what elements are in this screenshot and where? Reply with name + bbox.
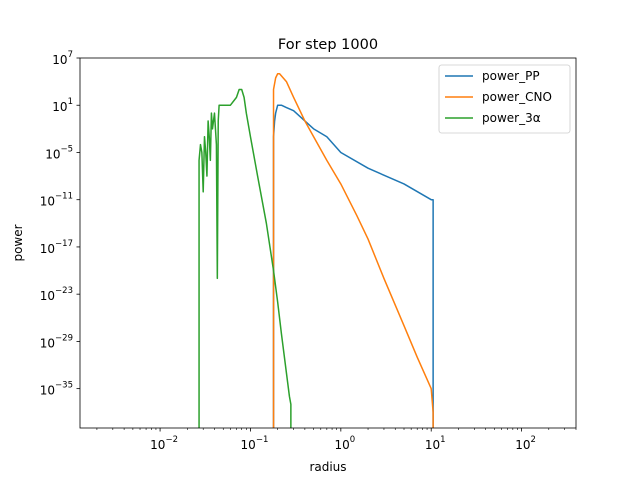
y-tick-label: 10−17 <box>40 239 73 256</box>
legend-label-2: power_3α <box>482 111 541 125</box>
y-tick-label: 10−5 <box>45 144 73 161</box>
plot-frame <box>79 57 577 429</box>
x-tick-label-base: 10 <box>515 438 530 452</box>
x-tick-label: 10−2 <box>150 435 178 452</box>
y-tick-label-base: 10 <box>45 147 60 161</box>
chart-title: For step 1000 <box>278 37 378 53</box>
y-tick-label-exponent: 7 <box>68 50 73 60</box>
x-tick-label-exponent: 1 <box>440 435 445 445</box>
y-tick-label: 10−35 <box>40 381 73 398</box>
y-tick-label-base: 10 <box>40 289 55 303</box>
x-tick-label-base: 10 <box>334 438 349 452</box>
y-tick-label-exponent: −35 <box>55 381 73 391</box>
x-tick-label: 102 <box>515 435 536 452</box>
y-tick-label-base: 10 <box>40 336 55 350</box>
y-tick-label-base: 10 <box>40 242 55 256</box>
y-tick-label-base: 10 <box>52 53 67 67</box>
y-tick-label-exponent: −23 <box>55 286 73 296</box>
x-tick-label: 101 <box>425 435 446 452</box>
series-layer <box>198 72 434 428</box>
y-tick-label-exponent: −11 <box>55 192 73 202</box>
y-tick-label-exponent: −29 <box>55 333 73 343</box>
y-tick-label: 101 <box>52 97 73 114</box>
y-tick-label-base: 10 <box>52 100 67 114</box>
x-tick-label-base: 10 <box>241 438 256 452</box>
x-tick-label-exponent: −1 <box>256 435 269 445</box>
y-tick-label-exponent: −17 <box>55 239 73 249</box>
x-axis: 10−2 10−1 100 101 102 <box>96 428 577 452</box>
legend-label-0: power_PP <box>482 69 540 83</box>
legend-label-1: power_CNO <box>482 90 552 104</box>
x-axis-label: radius <box>309 460 346 474</box>
x-tick-label-exponent: 0 <box>350 435 355 445</box>
y-tick-label-exponent: 1 <box>68 97 73 107</box>
y-axis-label: power <box>11 224 25 261</box>
x-tick-label-base: 10 <box>425 438 440 452</box>
y-tick-label-base: 10 <box>40 195 55 209</box>
y-tick-label: 10−29 <box>40 333 73 350</box>
x-tick-label-base: 10 <box>150 438 165 452</box>
series-line-2 <box>198 88 292 428</box>
y-tick-label: 10−23 <box>40 286 73 303</box>
x-tick-label-exponent: −2 <box>165 435 178 445</box>
legend: power_PP power_CNO power_3α <box>438 64 571 134</box>
y-tick-label-base: 10 <box>40 384 55 398</box>
series-line-1 <box>272 72 434 428</box>
y-tick-label: 107 <box>52 50 73 67</box>
x-tick-label-exponent: 2 <box>531 435 536 445</box>
legend-box <box>438 64 571 134</box>
x-tick-label: 10−1 <box>241 435 269 452</box>
y-tick-label-exponent: −5 <box>60 144 73 154</box>
y-tick-label: 10−11 <box>40 192 73 209</box>
x-tick-label: 100 <box>334 435 355 452</box>
